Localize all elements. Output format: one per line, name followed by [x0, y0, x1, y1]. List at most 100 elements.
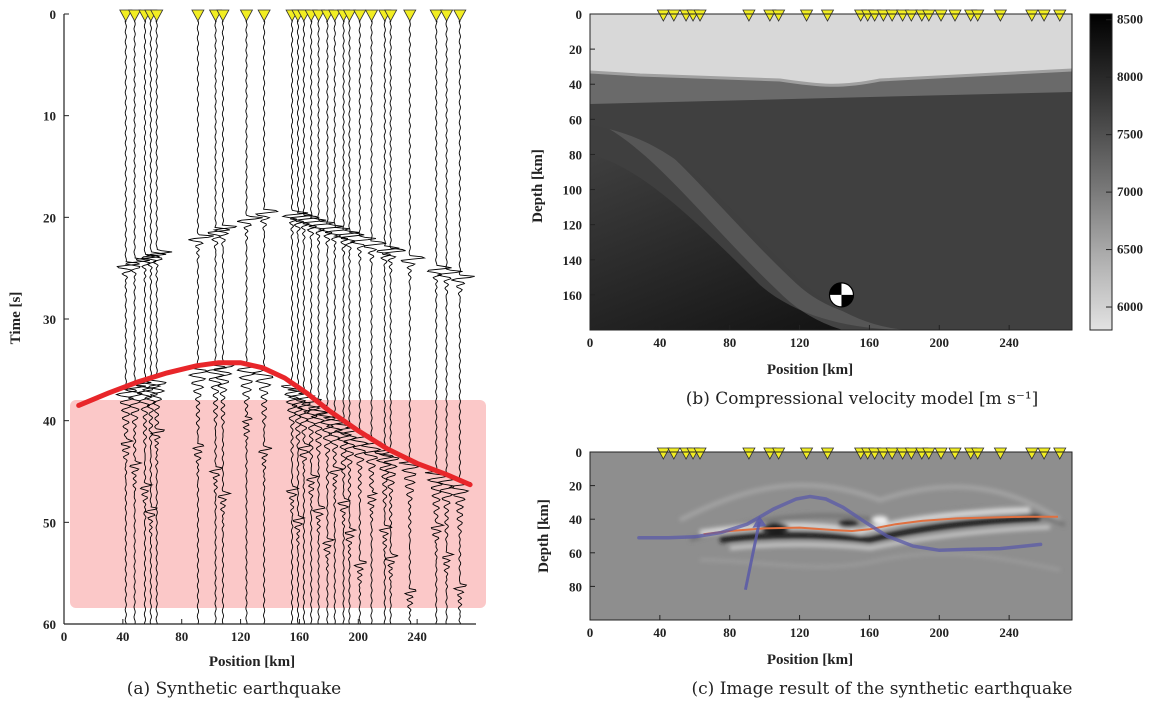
station-marker — [383, 9, 398, 22]
station-marker — [993, 447, 1008, 460]
y-tick-label: 20 — [569, 479, 582, 494]
colorbar-tick-label: 7000 — [1117, 184, 1143, 199]
seismogram-trace — [212, 14, 238, 624]
y-tick-label: 50 — [43, 515, 56, 530]
seismogram-trace — [333, 14, 360, 624]
panel-c-interface-line — [703, 515, 1058, 536]
panel-a-ylabel: Time [s] — [8, 292, 24, 345]
colorbar-tick-label: 6000 — [1117, 299, 1143, 314]
x-tick-label: 240 — [999, 335, 1019, 350]
x-tick-label: 160 — [860, 625, 880, 640]
x-tick-label: 0 — [587, 625, 594, 640]
seismogram-trace — [301, 14, 327, 624]
x-tick-label: 40 — [653, 335, 666, 350]
panel-a-stations — [119, 9, 467, 22]
x-tick-label: 80 — [175, 629, 188, 644]
seismogram-trace — [448, 14, 475, 624]
station-marker — [993, 9, 1008, 22]
station-marker — [948, 447, 962, 460]
seismogram-trace — [378, 14, 406, 624]
panel-b-heatmap — [590, 14, 1072, 330]
seismogram-trace — [236, 14, 263, 624]
station-marker — [799, 447, 814, 460]
station-marker — [771, 447, 786, 460]
station-marker — [885, 447, 899, 460]
station-marker — [429, 9, 443, 22]
station-marker — [656, 9, 671, 22]
station-marker — [971, 9, 985, 22]
station-marker — [216, 9, 230, 22]
x-tick-label: 200 — [349, 629, 369, 644]
station-marker — [742, 447, 756, 460]
x-tick-label: 240 — [407, 629, 427, 644]
arrow-head — [752, 515, 767, 528]
colorbar-tick-label: 6500 — [1117, 242, 1143, 257]
station-marker — [1053, 9, 1067, 22]
y-tick-label: 60 — [43, 617, 56, 632]
station-marker — [693, 9, 707, 22]
seismogram-trace — [115, 14, 140, 624]
station-marker — [895, 9, 910, 22]
panel-b-x-ticks: 0 40 80 120 160 200 240 — [587, 325, 1019, 350]
seismogram-trace — [398, 14, 427, 624]
station-marker — [934, 9, 948, 22]
station-marker — [895, 447, 910, 460]
station-marker — [934, 447, 948, 460]
panel-b-crust — [590, 14, 1072, 86]
x-tick-label: 80 — [723, 335, 736, 350]
station-marker — [885, 9, 899, 22]
panel-b-stations — [656, 9, 1067, 22]
station-marker — [763, 447, 777, 460]
panel-a-x-ticks: 0 40 80 120 160 200 240 — [61, 619, 427, 644]
seismogram-trace — [133, 14, 160, 624]
x-tick-label: 160 — [860, 335, 880, 350]
seismogram-trace — [251, 14, 279, 624]
station-marker — [876, 447, 891, 460]
station-marker — [453, 9, 467, 22]
panel-c-frame — [589, 451, 1073, 621]
panel-c-y-ticks: 0 20 40 60 80 — [569, 445, 595, 594]
seismogram-trace — [360, 14, 387, 624]
panel-c-stations — [656, 447, 1067, 460]
station-marker — [904, 447, 919, 460]
x-tick-label: 40 — [116, 629, 129, 644]
panel-b-ylabel: Depth [km] — [530, 149, 546, 223]
seismogram-trace — [187, 14, 214, 624]
x-tick-label: 200 — [930, 625, 950, 640]
station-marker — [1053, 447, 1067, 460]
panel-c-image-result: 0 40 80 120 160 200 240 0 20 40 60 80 Position [km… — [536, 445, 1073, 699]
seismogram-trace — [435, 14, 463, 624]
station-marker — [311, 9, 326, 22]
seismogram-trace — [374, 14, 400, 624]
y-tick-label: 40 — [569, 77, 582, 92]
station-marker — [150, 9, 164, 22]
panel-c-x-ticks: 0 40 80 120 160 200 240 — [587, 615, 1019, 640]
x-tick-label: 40 — [653, 625, 666, 640]
station-marker — [763, 9, 777, 22]
y-tick-label: 10 — [43, 109, 56, 124]
station-marker — [353, 9, 367, 22]
x-tick-label: 120 — [790, 625, 810, 640]
seismogram-trace — [294, 14, 320, 624]
x-tick-label: 120 — [790, 335, 810, 350]
station-marker — [922, 447, 936, 460]
station-marker — [820, 447, 835, 460]
seismogram-trace — [322, 14, 350, 624]
station-marker — [876, 9, 891, 22]
y-tick-label: 80 — [569, 579, 582, 594]
station-marker — [971, 447, 985, 460]
seismogram-trace — [349, 14, 376, 624]
panel-b-upper-mantle — [590, 90, 1072, 330]
panel-b-velocity-model: 0 40 80 120 160 200 240 020406080100120140160 … — [530, 7, 1143, 409]
panel-b-frame — [589, 13, 1073, 331]
station-marker — [257, 9, 271, 22]
seismogram-trace — [281, 14, 309, 624]
panel-b-xlabel: Position [km] — [767, 362, 853, 378]
y-tick-label: 40 — [569, 512, 582, 527]
y-tick-label: 140 — [563, 253, 583, 268]
y-tick-label: 80 — [569, 147, 582, 162]
station-marker — [742, 9, 756, 22]
station-marker — [948, 9, 962, 22]
x-tick-label: 0 — [587, 335, 594, 350]
